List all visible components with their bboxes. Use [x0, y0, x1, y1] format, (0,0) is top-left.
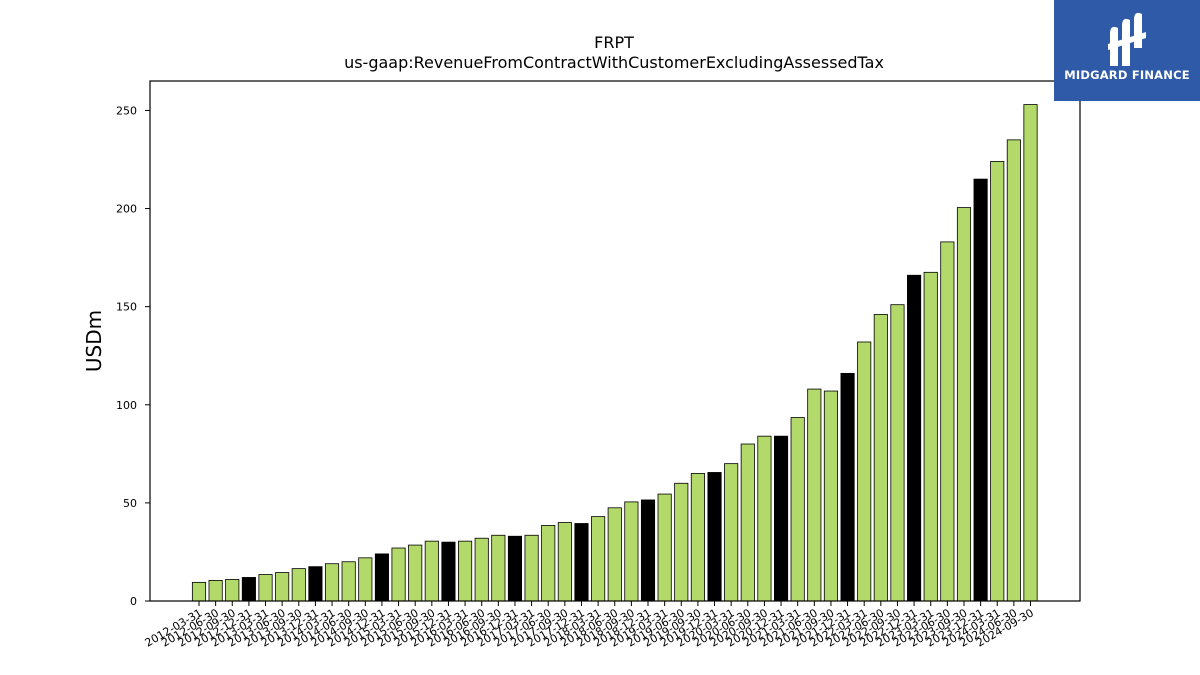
bar-2018-03-31: [591, 516, 606, 602]
y-tick-label: 0: [130, 595, 137, 608]
logo-mark-icon: [1108, 12, 1146, 66]
bar-2021-03-31: [790, 417, 805, 602]
bar-2018-09-30: [624, 501, 639, 602]
y-tick-label: 200: [116, 203, 137, 216]
bar-2012-09-30: [225, 579, 240, 602]
bar-2017-03-31: [524, 534, 539, 602]
bar-2019-06-30: [674, 482, 689, 602]
y-tick-label: 150: [116, 301, 137, 314]
bar-2016-03-31: [458, 540, 473, 602]
bar-2022-03-31: [857, 341, 872, 602]
logo-text: MIDGARD FINANCE: [1064, 68, 1190, 82]
bar-2015-12-31: [441, 541, 456, 602]
bar-2013-09-30: [291, 568, 306, 602]
bar-2012-12-31: [241, 577, 256, 602]
bar-2017-06-30: [541, 525, 556, 602]
bar-2014-12-31: [374, 553, 389, 602]
bar-2015-06-30: [408, 544, 423, 602]
bar-2018-06-30: [607, 507, 622, 602]
bar-2018-12-31: [640, 499, 656, 602]
bar-2023-06-30: [940, 241, 955, 602]
chart-title: FRPT: [594, 33, 634, 52]
bar-2014-06-30: [341, 561, 356, 602]
bar-2023-09-30: [956, 207, 972, 602]
bar-2019-09-30: [690, 473, 705, 602]
brand-logo: MIDGARD FINANCE: [1054, 0, 1200, 101]
bar-2012-06-30: [208, 579, 223, 602]
y-tick-label: 250: [116, 104, 137, 117]
bar-2016-09-30: [491, 534, 506, 602]
bar-2014-03-31: [324, 563, 340, 602]
bar-2020-12-31: [774, 435, 789, 602]
y-axis-label: USDm: [82, 310, 106, 372]
bar-2021-12-31: [840, 372, 855, 602]
bar-2024-06-30: [1006, 139, 1021, 602]
bar-2024-03-31: [990, 161, 1005, 602]
bar-2022-12-31: [907, 274, 922, 602]
chart-subtitle: us-gaap:RevenueFromContractWithCustomerE…: [344, 53, 884, 72]
bar-2020-06-30: [740, 443, 755, 602]
bar-2021-09-30: [823, 390, 838, 602]
bar-2013-06-30: [275, 572, 290, 602]
bar-2019-03-31: [657, 493, 672, 602]
bar-2012-03-31: [191, 581, 207, 602]
bar-2020-09-30: [757, 435, 772, 602]
bar-2013-03-31: [258, 574, 273, 602]
bar-2024-09-30: [1023, 104, 1038, 602]
bar-2015-09-30: [424, 540, 439, 602]
bar-2020-03-31: [724, 463, 739, 602]
bar-2013-12-31: [308, 566, 323, 602]
y-tick-label: 50: [123, 497, 137, 510]
bar-2014-09-30: [358, 557, 373, 602]
bar-2017-12-31: [574, 523, 589, 602]
bar-2019-12-31: [707, 472, 722, 602]
plot-area: 0501001502002502012-03-312012-06-302012-…: [116, 104, 1038, 650]
bar-2017-09-30: [557, 522, 572, 602]
bar-2016-12-31: [507, 535, 523, 602]
bar-2023-03-31: [923, 271, 938, 602]
bar-2015-03-31: [391, 547, 406, 602]
bar-2022-06-30: [873, 314, 888, 602]
bar-2022-09-30: [890, 304, 905, 602]
bar-2021-06-30: [807, 388, 822, 602]
y-tick-label: 100: [116, 399, 137, 412]
plot-frame: [149, 80, 1081, 602]
bar-2016-06-30: [474, 537, 489, 602]
bar-2023-12-31: [973, 178, 988, 602]
